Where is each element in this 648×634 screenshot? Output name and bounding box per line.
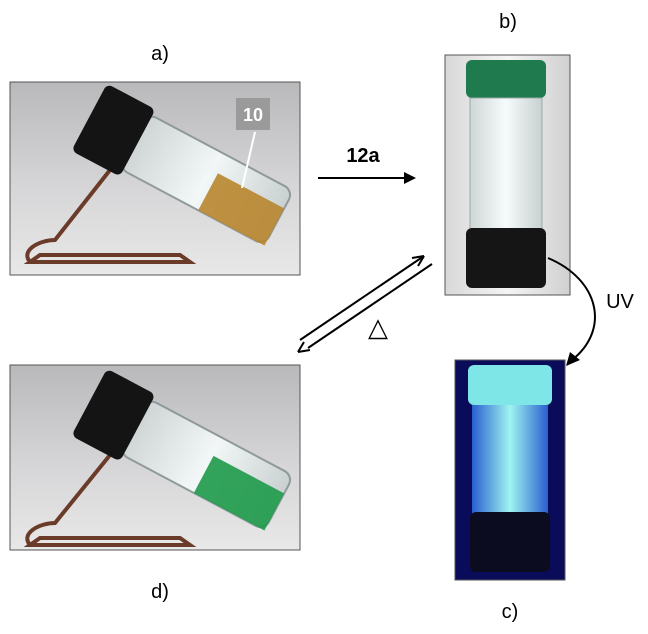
photo-c bbox=[455, 360, 565, 580]
reaction-arrow bbox=[318, 172, 416, 184]
panel-label: c) bbox=[502, 601, 519, 623]
panel-label: b) bbox=[499, 11, 517, 33]
photo-d bbox=[10, 365, 300, 550]
figure: a) 10 12a b) △ UV bbox=[0, 0, 648, 629]
heat-label: △ bbox=[368, 312, 388, 342]
reagent-label: 12a bbox=[346, 145, 380, 167]
compound-label: 10 bbox=[243, 105, 263, 125]
panel-label: a) bbox=[151, 43, 169, 65]
uv-label: UV bbox=[606, 291, 634, 313]
panel-label: d) bbox=[151, 581, 169, 603]
equilibrium-arrows bbox=[298, 256, 432, 352]
photo-a: 10 bbox=[10, 82, 300, 275]
